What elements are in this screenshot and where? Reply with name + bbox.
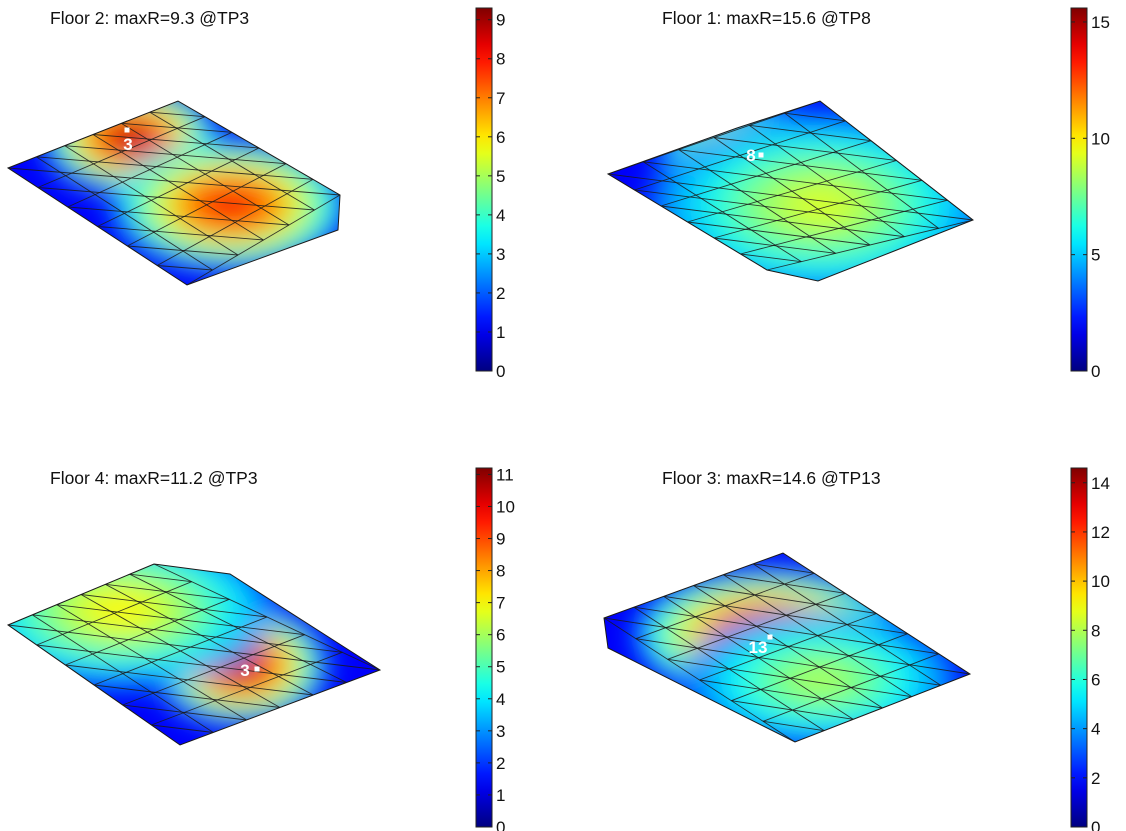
- colorbar-tick-label: 6: [496, 626, 505, 645]
- colorbar-tick-label: 2: [496, 284, 505, 303]
- panel-title: Floor 4: maxR=11.2 @TP3: [50, 468, 258, 488]
- panel-title: Floor 1: maxR=15.6 @TP8: [662, 8, 871, 28]
- max-point-marker: [124, 127, 130, 133]
- colorbar-tick-label: 6: [1091, 670, 1100, 689]
- panel-title: Floor 3: maxR=14.6 @TP13: [662, 468, 881, 488]
- colorbar-tick-label: 5: [496, 167, 505, 186]
- floor-1-panel: 8 Floor 1: maxR=15.6 @TP8 0 5 10 15: [606, 7, 1110, 381]
- colorbar-tick-label: 0: [1091, 362, 1100, 381]
- colorbar-tick-label: 6: [496, 128, 505, 147]
- colorbar-tick-label: 2: [1091, 769, 1100, 788]
- colorbar-tick-label: 0: [1091, 818, 1100, 831]
- colorbar-tick-label: 4: [496, 690, 505, 709]
- colorbar-tick-label: 9: [496, 530, 505, 549]
- max-point-label: 13: [749, 638, 768, 657]
- max-point-label: 8: [746, 146, 755, 165]
- colorbar-tick-label: 4: [1091, 720, 1100, 739]
- max-point-label: 3: [240, 661, 249, 680]
- colorbar: 0 1 2 3 4 5 6 7 8 9: [475, 7, 505, 381]
- floor-2-panel: 3 Floor 2: maxR=9.3 @TP3 0 1 2 3 4 5 6 7 8 9: [6, 7, 505, 381]
- colorbar-tick-label: 7: [496, 89, 505, 108]
- colorbar-tick-label: 8: [496, 562, 505, 581]
- max-point-marker: [758, 152, 764, 158]
- colorbar-tick-label: 0: [496, 818, 505, 831]
- colorbar-tick-label: 10: [1091, 572, 1110, 591]
- colorbar-tick-label: 1: [496, 786, 505, 805]
- colorbar-tick-label: 12: [1091, 523, 1110, 542]
- colorbar-tick-label: 9: [496, 11, 505, 30]
- colorbar: 0 5 10 15: [1070, 7, 1110, 381]
- colorbar-tick-label: 3: [496, 722, 505, 741]
- floor-3-panel: 13 Floor 3: maxR=14.6 @TP13 0 2 4 6 8 10 12 14: [603, 467, 1110, 831]
- colorbar-tick-label: 10: [1091, 129, 1110, 148]
- panel-title: Floor 2: maxR=9.3 @TP3: [50, 8, 249, 28]
- colorbar-tick-label: 8: [496, 50, 505, 69]
- max-point-label: 3: [123, 135, 132, 154]
- colorbar: 0 1 2 3 4 5 6 7 8 9 10 11: [475, 465, 515, 831]
- colorbar-tick-label: 4: [496, 206, 505, 225]
- colorbar-tick-label: 2: [496, 754, 505, 773]
- colorbar-tick-label: 5: [1091, 246, 1100, 265]
- colorbar-tick-label: 8: [1091, 621, 1100, 640]
- colorbar-tick-label: 7: [496, 594, 505, 613]
- floor-4-panel: 3 Floor 4: maxR=11.2 @TP3 0 1 2 3 4 5 6 7 8 9 10 11: [6, 465, 515, 831]
- max-point-marker: [254, 666, 260, 672]
- colorbar-tick-label: 11: [496, 465, 514, 484]
- colorbar-tick-label: 14: [1091, 474, 1110, 493]
- colorbar-tick-label: 15: [1091, 13, 1110, 32]
- colorbar-tick-label: 0: [496, 362, 505, 381]
- colorbar-tick-label: 1: [496, 323, 505, 342]
- colorbar: 0 2 4 6 8 10 12 14: [1070, 467, 1110, 831]
- colorbar-tick-label: 3: [496, 245, 505, 264]
- max-point-marker: [767, 634, 773, 640]
- heat-surface: [604, 553, 970, 742]
- heat-surface: [608, 101, 973, 281]
- colorbar-tick-label: 5: [496, 658, 505, 677]
- colorbar-tick-label: 10: [496, 497, 515, 516]
